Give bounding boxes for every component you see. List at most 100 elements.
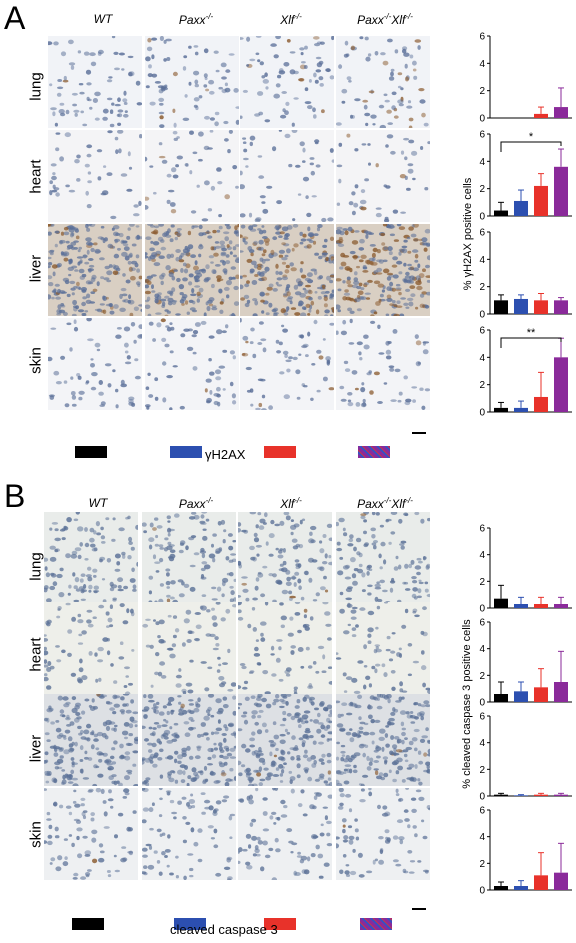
y-tick-label: 6 (479, 618, 485, 629)
micrograph-tile (145, 224, 239, 316)
row-label-heart: heart (27, 637, 45, 672)
row-label-skin: skin (27, 347, 45, 374)
bar (514, 604, 528, 608)
bar (554, 166, 568, 216)
y-tick-label: 0 (479, 114, 485, 125)
bar (534, 687, 548, 702)
y-tick-label: 2 (479, 282, 485, 293)
micrograph-tile (48, 36, 142, 128)
bar (514, 298, 528, 314)
micrograph-tile (336, 602, 430, 694)
y-tick-label: 4 (479, 255, 485, 266)
bar (554, 107, 568, 118)
bar (494, 598, 508, 608)
stain-caption: γH2AX (205, 447, 246, 462)
bar (514, 886, 528, 890)
micrograph-tile (44, 788, 138, 880)
micrograph-tile (238, 788, 332, 880)
micrograph-tile (240, 224, 334, 316)
bar (514, 407, 528, 412)
y-tick-label: 4 (479, 157, 485, 168)
micrograph-tile (240, 36, 334, 128)
column-label-wt: WT (93, 12, 113, 26)
y-tick-label: 4 (479, 832, 485, 843)
micrograph-tile (142, 694, 236, 786)
column-label-paxx: Paxx-/- (178, 12, 214, 27)
micrograph-tile (48, 130, 142, 222)
bar (534, 396, 548, 412)
bar-chart-skin: 0 2 4 6 ** (479, 326, 572, 419)
row-label-liver: liver (27, 734, 45, 763)
bar (554, 300, 568, 314)
y-tick-label: 6 (479, 32, 485, 43)
row-label-lung: lung (27, 72, 45, 101)
bar (554, 682, 568, 702)
bar (494, 300, 508, 314)
row-label-skin: skin (27, 821, 45, 848)
significance-bracket (500, 141, 562, 152)
genotype-swatch-paxx (170, 446, 202, 458)
y-tick-label: 2 (479, 577, 485, 588)
row-label-heart: heart (27, 159, 45, 194)
micrograph-tile (336, 130, 430, 222)
micrograph-tile (336, 318, 430, 410)
y-tick-label: 0 (479, 886, 485, 897)
bar (494, 407, 508, 412)
y-tick-label: 0 (479, 212, 485, 223)
micrograph-tile (336, 36, 430, 128)
y-tick-label: 6 (479, 712, 485, 723)
panel-b: B WT Paxx-/- Xlf-/- Paxx-/-Xlf-/- lung h… (0, 478, 576, 943)
genotype-swatch-paxx-xlf (358, 446, 390, 458)
column-label-xlf: Xlf-/- (280, 12, 302, 27)
y-tick-label: 2 (479, 859, 485, 870)
column-label-xlf: Xlf-/- (280, 496, 302, 511)
y-tick-label: 0 (479, 604, 485, 615)
bar-chart-liver: 0 2 4 6 (479, 228, 572, 321)
row-label-liver: liver (27, 254, 45, 283)
bar (494, 694, 508, 702)
micrograph-tile (48, 224, 142, 316)
y-tick-label: 6 (479, 130, 485, 141)
micrograph-tile (142, 512, 236, 604)
bar-chart-heart: 0 2 4 6 * (479, 130, 572, 223)
column-label-paxx: Paxx-/- (178, 496, 214, 511)
micrograph-tile (240, 318, 334, 410)
panel-letter: A (4, 0, 26, 36)
micrograph-tile (145, 130, 239, 222)
y-tick-label: 2 (479, 86, 485, 97)
column-label-paxx-xlf: Paxx-/-Xlf-/- (357, 12, 413, 27)
y-tick-label: 4 (479, 644, 485, 655)
y-tick-label: 2 (479, 380, 485, 391)
bar (554, 872, 568, 890)
bar (494, 210, 508, 216)
bar-chart-liver: 0 2 4 6 (479, 712, 572, 803)
y-tick-label: 0 (479, 792, 485, 803)
genotype-swatch-paxx-xlf (360, 918, 392, 930)
micrograph-tile (142, 602, 236, 694)
y-tick-label: 2 (479, 184, 485, 195)
y-tick-label: 0 (479, 310, 485, 321)
micrograph-tile (238, 512, 332, 604)
significance-label: * (529, 131, 534, 143)
y-tick-label: 6 (479, 326, 485, 337)
y-tick-label: 4 (479, 59, 485, 70)
micrograph-tile (238, 694, 332, 786)
micrograph-tile (44, 602, 138, 694)
y-tick-label: 2 (479, 765, 485, 776)
micrograph-tile (336, 694, 430, 786)
micrograph-tile (238, 602, 332, 694)
micrograph-tile (145, 318, 239, 410)
bar (534, 300, 548, 314)
y-tick-label: 6 (479, 228, 485, 239)
bar (554, 794, 568, 796)
micrograph-tile (44, 512, 138, 604)
y-tick-label: 6 (479, 524, 485, 535)
bar-chart-lung: 0 2 4 6 (479, 524, 572, 615)
y-tick-label: 4 (479, 550, 485, 561)
micrograph-tile (48, 318, 142, 410)
bar (494, 886, 508, 890)
y-tick-label: 4 (479, 353, 485, 364)
y-tick-label: 6 (479, 806, 485, 817)
scale-bar (412, 908, 426, 910)
genotype-swatch-wt (72, 918, 104, 930)
